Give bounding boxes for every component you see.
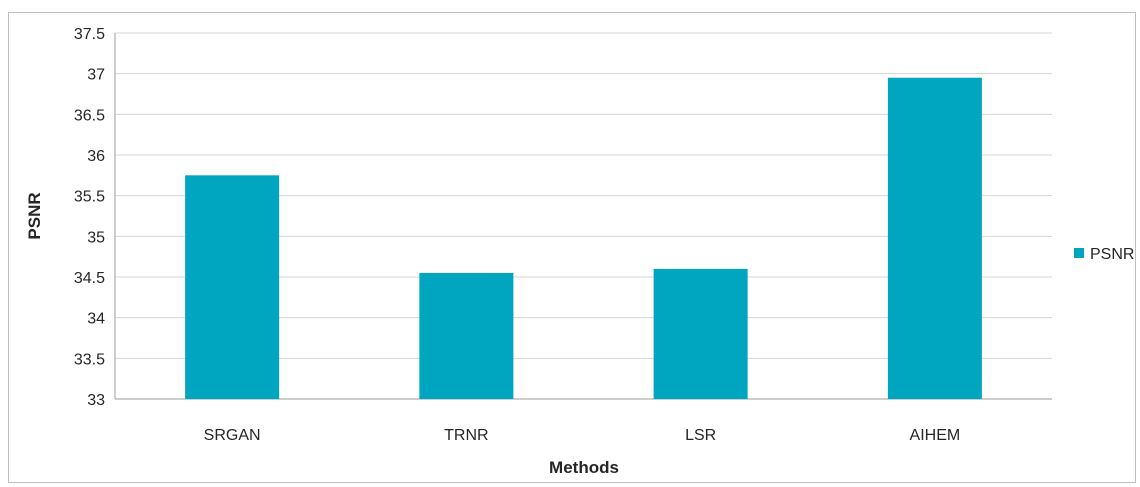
y-tick-label: 35 [87, 229, 105, 246]
y-tick-label: 36 [87, 148, 105, 165]
x-tick-label: SRGAN [204, 427, 261, 444]
bar-aihem [887, 77, 982, 399]
x-axis-title: Methods [549, 458, 619, 477]
bar-srgan [185, 175, 280, 399]
y-tick-label: 36.5 [74, 107, 105, 124]
bar-lsr [653, 268, 748, 399]
y-axis-title: PSNR [25, 192, 44, 239]
y-tick-label: 34 [87, 311, 105, 328]
x-tick-label: TRNR [444, 427, 488, 444]
y-tick-label: 34.5 [74, 270, 105, 287]
legend-label-psnr: PSNR [1090, 246, 1134, 263]
bar-trnr [419, 272, 514, 399]
legend: PSNR [1074, 246, 1134, 263]
y-tick-labels: 33 33.5 34 34.5 35 35.5 36 36.5 37 37.5 [74, 26, 105, 409]
y-tick-label: 37.5 [74, 26, 105, 43]
x-tick-label: LSR [685, 427, 716, 444]
y-tick-label: 33.5 [74, 351, 105, 368]
y-tick-label: 35.5 [74, 189, 105, 206]
y-tick-label: 33 [87, 392, 105, 409]
x-tick-label: AIHEM [910, 427, 961, 444]
y-tick-label: 37 [87, 67, 105, 84]
x-tick-labels: SRGAN TRNR LSR AIHEM [204, 427, 961, 444]
bars [185, 77, 982, 399]
legend-swatch-psnr [1074, 248, 1084, 258]
